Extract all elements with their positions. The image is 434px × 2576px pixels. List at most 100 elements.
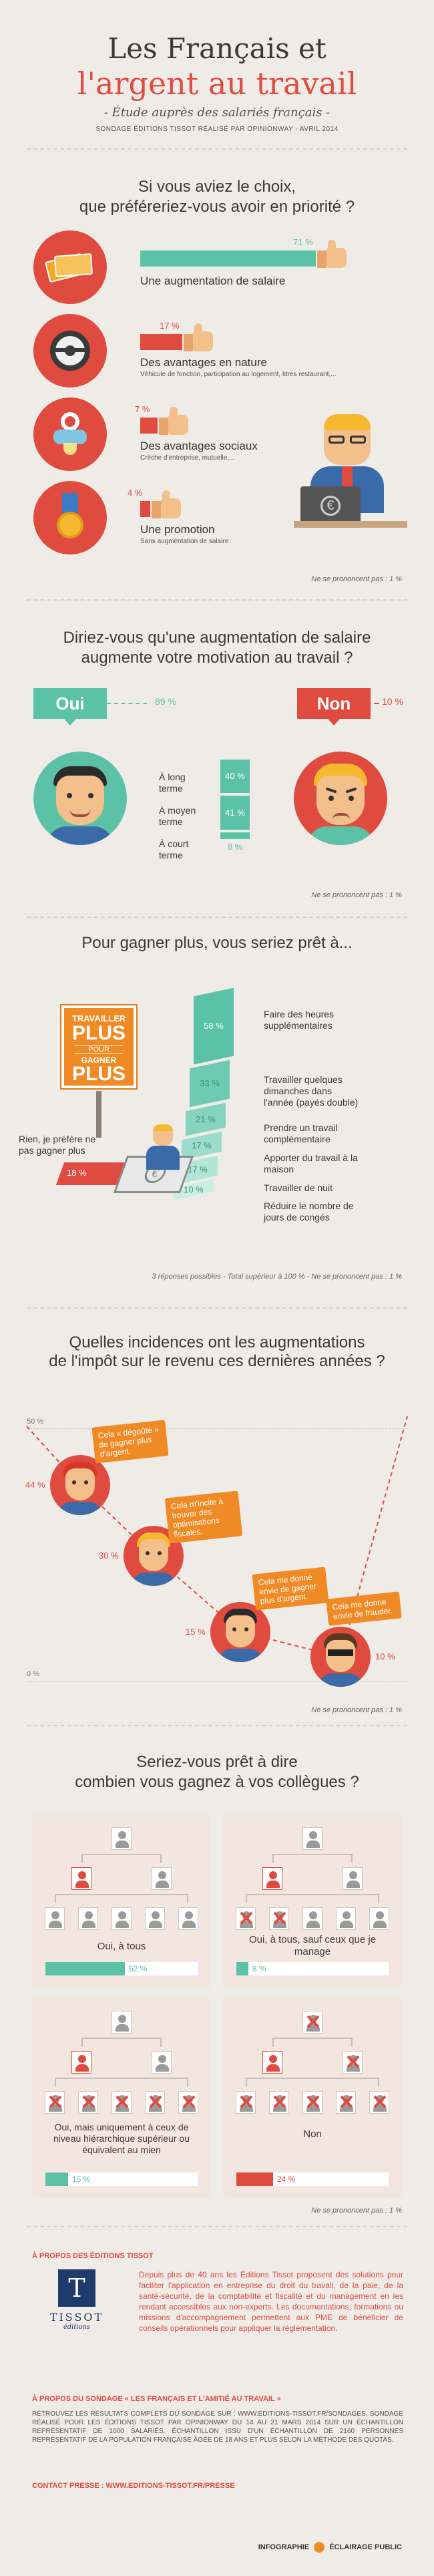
q3-step-pct: 10 % — [184, 1184, 204, 1194]
sign-line-3: POUR — [75, 1045, 123, 1054]
medal-icon — [57, 493, 83, 541]
q1-sub-2: Véhicule de fonction, participation au l… — [140, 371, 337, 378]
angry-man-avatar — [294, 752, 387, 845]
q1-bar-2 — [140, 334, 182, 350]
q3-label-3: Prendre un travail complémentaire — [264, 1122, 338, 1144]
crossed-person-icon — [336, 2091, 357, 2114]
term-pct-3: 8 % — [227, 842, 243, 852]
q4-title-line2: de l'impôt sur le revenu ces dernières a… — [49, 1352, 385, 1370]
q5-card-4-label: Non — [303, 2128, 322, 2140]
q4-pct: 10 % — [375, 1651, 395, 1662]
thumb-up-icon — [152, 490, 182, 518]
q5-card-3-bar — [45, 2172, 68, 2186]
q5-card-2-pct: 8 % — [252, 1964, 266, 1973]
oui-pct: 89 % — [155, 696, 176, 707]
q3-step-pct: 58 % — [204, 1021, 224, 1031]
self-person-icon — [262, 1867, 282, 1890]
q4-note: Ne se prononcent pas : 1 % — [311, 1706, 402, 1714]
q3-label-1: Faire des heures supplémentaires — [264, 1009, 335, 1031]
climbing-man-illustration — [143, 1124, 183, 1171]
crossed-person-icon — [236, 2091, 256, 2114]
divider — [27, 1725, 407, 1726]
person-icon — [369, 1907, 389, 1930]
crossed-person-icon — [269, 2091, 290, 2114]
oui-badge: Oui — [33, 688, 107, 719]
crossed-person-icon — [302, 2091, 323, 2114]
survey-text: RETROUVEZ LES RÉSULTATS COMPLETS DU SOND… — [32, 2410, 403, 2444]
q5-card-2-track — [236, 1962, 389, 1975]
credit-label: INFOGRAPHIE — [258, 2543, 310, 2551]
crossed-person-icon — [112, 2091, 132, 2114]
term-label-2: À moyen terme — [159, 805, 196, 827]
term-pct-2: 41 % — [225, 807, 245, 818]
non-badge: Non — [297, 688, 371, 719]
crossed-person-icon — [78, 2091, 99, 2114]
contact-link[interactable]: CONTACT PRESSE : WWW.EDITIONS-TISSOT.FR/… — [32, 2482, 235, 2490]
header-title-line2: l'argent au travail — [77, 65, 357, 102]
person-icon — [152, 1867, 172, 1890]
q3-nothing-pct: 18 % — [67, 1168, 87, 1178]
q3-nothing-label: Rien, je préfère ne pas gagner plus — [19, 1134, 96, 1156]
q5-card-2-label: Oui, à tous, sauf ceux que je manage — [248, 1934, 377, 1957]
person-icon — [112, 1827, 132, 1850]
sign-line-4: GAGNER — [81, 1056, 117, 1065]
self-person-icon — [262, 2051, 282, 2074]
businessman-illustration: € — [294, 414, 407, 528]
term-label-3: À court terme — [159, 838, 189, 860]
work-more-sign: TRAVAILLER PLUS POUR GAGNER PLUS — [61, 1005, 136, 1088]
q3-label-5: Travailler de nuit — [264, 1182, 333, 1193]
q5-card-3-label: Oui, mais uniquement à ceux de niveau hi… — [53, 2122, 190, 2155]
oui-line — [107, 703, 147, 704]
q2-note: Ne se prononcent pas : 1 % — [311, 891, 402, 899]
crossed-person-icon — [45, 2091, 65, 2114]
crossed-person-icon — [343, 2051, 363, 2074]
self-person-icon — [71, 1867, 91, 1890]
q2-title-line2: augmente votre motivation au travail ? — [81, 649, 353, 667]
term-pct-1: 40 % — [225, 771, 245, 781]
q1-label-3: Des avantages sociaux — [140, 440, 258, 452]
q5-card-3-pct: 15 % — [72, 2175, 91, 2184]
q4-pct: 15 % — [186, 1626, 206, 1637]
q4-quote-bubble: Cela m'incite à trouver des optimisation… — [164, 1490, 243, 1544]
about-text: Depuis plus de 40 ans les Éditions Tisso… — [139, 2270, 403, 2333]
thumb-up-icon — [317, 240, 348, 268]
header: Les Français et l'argent au travail - Ét… — [0, 0, 434, 140]
happy-man-avatar — [33, 752, 127, 845]
q1-label-2: Des avantages en nature — [140, 356, 267, 369]
person-icon — [112, 2011, 132, 2034]
thumb-up-icon — [159, 407, 190, 435]
term-bar-3 — [220, 832, 250, 839]
crossed-person-icon — [302, 2011, 323, 2034]
sign-line-2: PLUS — [71, 1022, 126, 1044]
q4-section: Quelles incidences ont les augmentations… — [0, 1309, 434, 1724]
q5-card-1-bar — [45, 1962, 125, 1975]
crossed-person-icon — [369, 2091, 390, 2114]
tissot-logo: T TISSOT éditions — [47, 2269, 107, 2336]
q3-step-pct: 21 % — [196, 1114, 216, 1124]
person-icon — [302, 1907, 322, 1930]
q5-card-2: Oui, à tous, sauf ceux que je manage 8 % — [223, 1814, 402, 1987]
divider — [27, 1307, 407, 1309]
q3-step-pct: 17 % — [192, 1140, 212, 1150]
q3-step-pct: 17 % — [188, 1164, 208, 1174]
non-pct: 10 % — [382, 696, 403, 707]
q2-title-line1: Diriez-vous qu'une augmentation de salai… — [63, 629, 371, 647]
credit-brand: ÉCLAIRAGE PUBLIC — [329, 2543, 402, 2551]
tissot-logo-name: TISSOT — [49, 2311, 104, 2323]
person-icon — [112, 1907, 132, 1930]
steering-wheel-icon — [50, 331, 90, 371]
q1-pct-2: 17 % — [160, 321, 180, 331]
about-title: À PROPOS DES ÉDITIONS TISSOT — [32, 2252, 154, 2260]
person-icon — [152, 2051, 172, 2074]
q4-avatar — [210, 1601, 270, 1662]
person-icon — [302, 1827, 322, 1850]
divider — [27, 148, 407, 150]
q5-title-line2: combien vous gagnez à vos collègues ? — [75, 1773, 359, 1791]
term-bar-1 — [220, 760, 250, 793]
q1-sub-4: Sans augmentation de salaire — [140, 538, 229, 545]
q1-sub-3: Crèche d'entreprise, mutuelle,... — [140, 454, 235, 462]
q1-icon-circle-3 — [33, 397, 107, 471]
q1-note: Ne se prononcent pas : 1 % — [311, 575, 402, 583]
q4-axis-top-line — [27, 1428, 407, 1429]
credit: INFOGRAPHIE ÉCLAIRAGE PUBLIC — [258, 2542, 402, 2553]
